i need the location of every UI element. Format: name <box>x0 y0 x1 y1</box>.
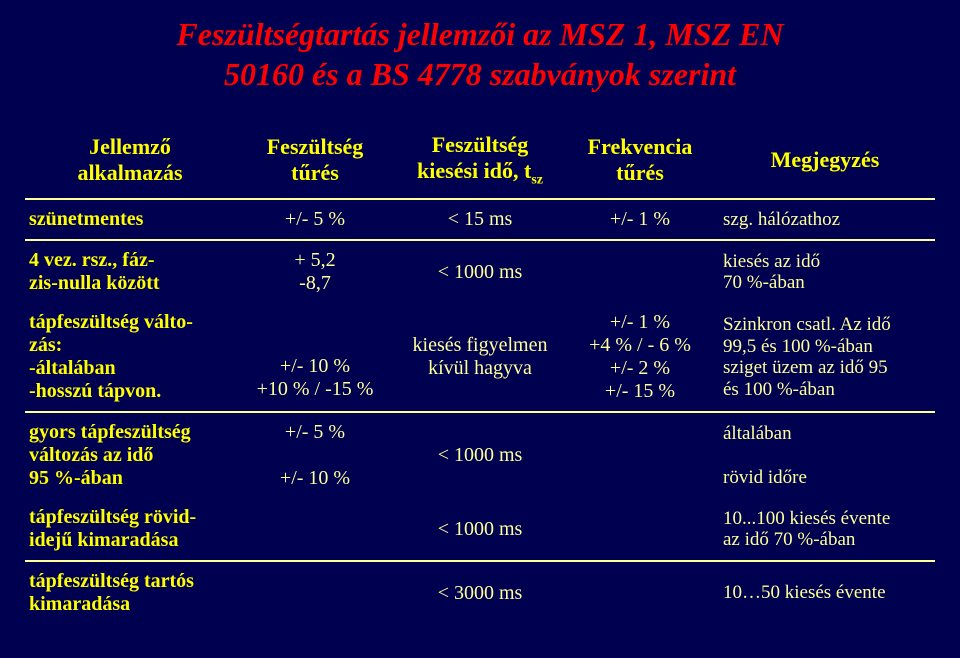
table-row: 4 vez. rsz., fáz- zis-nulla között + 5,2… <box>25 240 935 303</box>
cell: < 15 ms <box>395 199 565 240</box>
cell: kiesés figyelmen kívül hagyva <box>395 303 565 412</box>
cell: szg. hálózathoz <box>715 199 935 240</box>
row-label: 4 vez. rsz., fáz- zis-nulla között <box>25 240 235 303</box>
cell: + 5,2 -8,7 <box>235 240 395 303</box>
header-sub: sz <box>531 172 543 187</box>
cell <box>565 240 715 303</box>
title-line2: 50160 és a BS 4778 szabványok szerint <box>224 56 736 92</box>
cell: < 1000 ms <box>395 240 565 303</box>
header-text: kiesési idő, t <box>417 158 531 183</box>
cell: +/- 10 % +10 % / -15 % <box>235 303 395 412</box>
row-label: szünetmentes <box>25 199 235 240</box>
header-text: tűrés <box>616 160 664 185</box>
cell <box>235 561 395 624</box>
table-row: tápfeszültség válto- zás: -általában -ho… <box>25 303 935 412</box>
header-text: Feszültség <box>432 132 529 157</box>
header-text: Megjegyzés <box>771 147 880 172</box>
table-row: tápfeszültség tartós kimaradása < 3000 m… <box>25 561 935 624</box>
cell: 10...100 kiesés évente az idő 70 %-ában <box>715 498 935 561</box>
cell <box>565 498 715 561</box>
cell: < 3000 ms <box>395 561 565 624</box>
header-megjegyzes: Megjegyzés <box>715 124 935 199</box>
row-label: gyors tápfeszültség változás az idő 95 %… <box>25 412 235 498</box>
cell: +/- 1 % +4 % / - 6 % +/- 2 % +/- 15 % <box>565 303 715 412</box>
header-text: Frekvencia <box>588 134 693 159</box>
row-label: tápfeszültség válto- zás: -általában -ho… <box>25 303 235 412</box>
title-line1: Feszültségtartás jellemzői az MSZ 1, MSZ… <box>176 16 783 52</box>
header-text: Jellemző <box>89 134 171 159</box>
cell: +/- 5 % <box>235 199 395 240</box>
cell <box>565 561 715 624</box>
header-text: Feszültség <box>267 134 364 159</box>
header-text: alkalmazás <box>77 160 182 185</box>
cell: < 1000 ms <box>395 498 565 561</box>
header-kiesesi-ido: Feszültség kiesési idő, tsz <box>395 124 565 199</box>
header-jellemzo: Jellemző alkalmazás <box>25 124 235 199</box>
table-row: gyors tápfeszültség változás az idő 95 %… <box>25 412 935 498</box>
cell: általában rövid időre <box>715 412 935 498</box>
cell <box>235 498 395 561</box>
cell: Szinkron csatl. Az idő 99,5 és 100 %-ába… <box>715 303 935 412</box>
row-label: tápfeszültség tartós kimaradása <box>25 561 235 624</box>
header-row: Jellemző alkalmazás Feszültség tűrés Fes… <box>25 124 935 199</box>
page-title: Feszültségtartás jellemzői az MSZ 1, MSZ… <box>0 0 960 94</box>
header-feszultseg-tures: Feszültség tűrés <box>235 124 395 199</box>
cell: 10…50 kiesés évente <box>715 561 935 624</box>
cell <box>565 412 715 498</box>
table-row: szünetmentes +/- 5 % < 15 ms +/- 1 % szg… <box>25 199 935 240</box>
cell: +/- 1 % <box>565 199 715 240</box>
cell: < 1000 ms <box>395 412 565 498</box>
header-frekvencia: Frekvencia tűrés <box>565 124 715 199</box>
table-row: tápfeszültség rövid- idejű kimaradása < … <box>25 498 935 561</box>
standards-table: Jellemző alkalmazás Feszültség tűrés Fes… <box>25 124 935 624</box>
header-text: tűrés <box>291 160 339 185</box>
cell: kiesés az idő 70 %-ában <box>715 240 935 303</box>
cell: +/- 5 % +/- 10 % <box>235 412 395 498</box>
row-label: tápfeszültség rövid- idejű kimaradása <box>25 498 235 561</box>
